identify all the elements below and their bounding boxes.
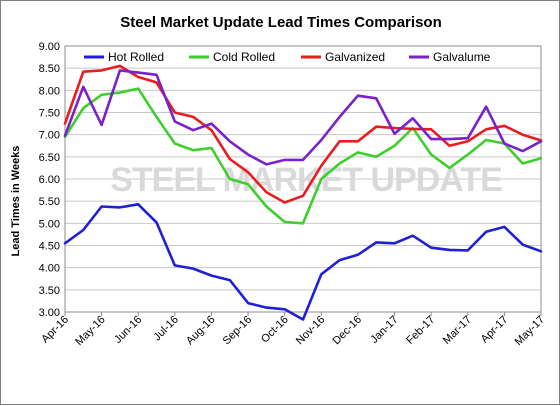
watermark: STEEL MARKET UPDATE <box>110 161 503 199</box>
y-tick-label: 7.00 <box>39 130 60 142</box>
x-tick-label: Dec-16 <box>330 314 364 348</box>
x-tick-label: Oct-16 <box>259 314 291 346</box>
y-tick-label: 6.00 <box>39 174 60 186</box>
watermark-text: STEEL MARKET UPDATE <box>110 161 502 199</box>
y-tick-label: 5.00 <box>39 218 60 230</box>
plot-area-border <box>64 45 542 313</box>
y-tick-label: 6.50 <box>39 152 60 164</box>
x-tick-label: Sep-16 <box>221 314 255 348</box>
y-tick-label: 9.00 <box>39 41 60 53</box>
legend: Hot Rolled Cold Rolled Galvanized Galvalume <box>84 50 491 64</box>
legend-label-hot-rolled: Hot Rolled <box>108 50 164 64</box>
y-tick-label: 4.50 <box>39 241 60 253</box>
legend-label-galvanized: Galvanized <box>325 50 385 64</box>
series-line-hot-rolled <box>63 203 543 321</box>
legend-label-cold-rolled: Cold Rolled <box>213 50 275 64</box>
y-tick-label: 3.50 <box>39 285 60 297</box>
x-tick-label: Jun-16 <box>112 314 144 346</box>
x-tick-label: Jul-16 <box>151 314 181 344</box>
x-tick-label: Feb-17 <box>404 314 437 347</box>
series-line-cold-rolled <box>63 87 543 225</box>
y-tick-label: 8.00 <box>39 85 60 97</box>
y-tick-label: 7.50 <box>39 108 60 120</box>
x-tick-label: Jan-17 <box>368 314 400 346</box>
x-tick-label: Mar-17 <box>441 314 474 347</box>
y-axis-label: Lead Times in Weeks <box>10 146 22 257</box>
x-tick-label: May-17 <box>513 314 547 348</box>
x-tick-label: May-16 <box>73 314 107 348</box>
y-tick-label: 4.00 <box>39 263 60 275</box>
series-line-galvanized <box>63 64 543 204</box>
y-tick-label: 3.00 <box>39 307 60 319</box>
chart-title: Steel Market Update Lead Times Compariso… <box>120 14 441 31</box>
series-line-galvalume <box>63 69 543 166</box>
series-group <box>63 64 543 321</box>
x-tick-label: Aug-16 <box>184 314 218 348</box>
y-tick-label: 5.50 <box>39 196 60 208</box>
x-tick-label: Apr-17 <box>479 314 511 346</box>
y-tick-label: 8.50 <box>39 63 60 75</box>
legend-label-galvalume: Galvalume <box>433 50 491 64</box>
